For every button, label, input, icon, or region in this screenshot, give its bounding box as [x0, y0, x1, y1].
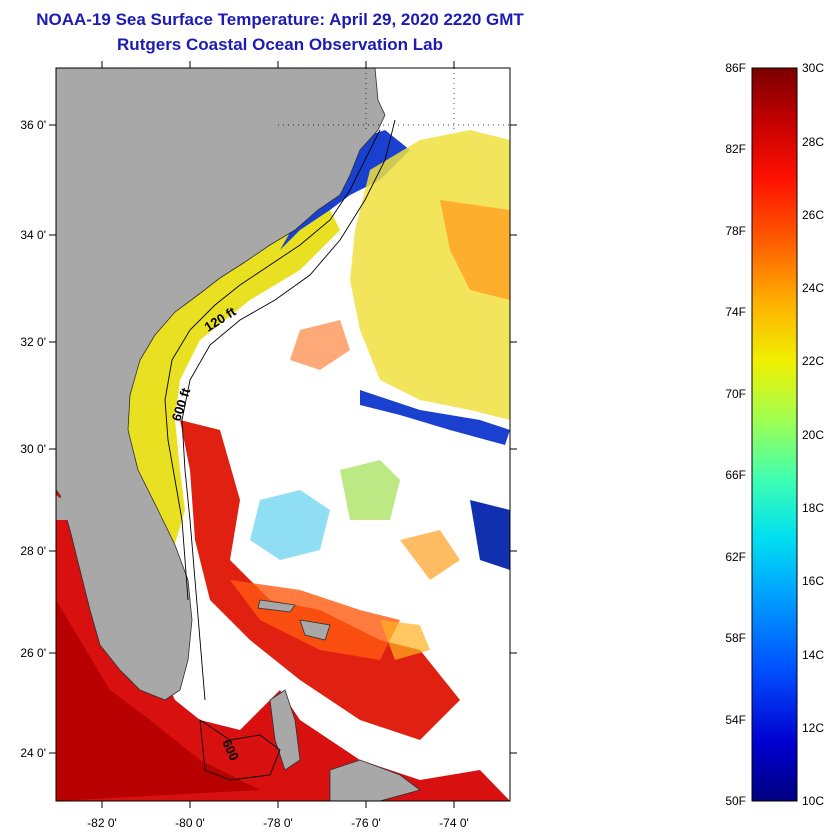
colorbar-f-82: 82F: [725, 142, 746, 156]
isobath-120ft: [164, 129, 381, 601]
map-frame: [55, 67, 511, 802]
colorbar-f-62: 62F: [725, 550, 746, 564]
lon-label-76: -76 0': [351, 816, 381, 830]
colorbar-f-70: 70F: [725, 387, 746, 401]
colorbar-c-12: 12C: [802, 721, 824, 735]
map-title: NOAA-19 Sea Surface Temperature: April 2…: [36, 10, 524, 29]
colorbar: [751, 67, 798, 802]
grand-bahama: [257, 599, 296, 613]
lat-label-30: 30 0': [20, 442, 46, 456]
isobaths: [164, 119, 396, 781]
bahamas-andros: [269, 689, 301, 771]
offshore-north: [350, 130, 510, 420]
map-subtitle: Rutgers Coastal Ocean Observation Lab: [117, 35, 443, 54]
colorbar-f-50: 50F: [725, 794, 746, 808]
sst-field: [56, 130, 510, 801]
colorbar-c-16: 16C: [802, 574, 824, 588]
lat-label-28: 28 0': [20, 544, 46, 558]
graticule: [278, 68, 510, 130]
lon-label-78: -78 0': [263, 816, 293, 830]
colorbar-c-26: 26C: [802, 208, 824, 222]
colorbar-f-66: 66F: [725, 468, 746, 482]
lat-label-36: 36 0': [20, 118, 46, 132]
gulf-stream-warm: [180, 420, 460, 740]
colorbar-c-24: 24C: [802, 281, 824, 295]
cape-hatteras-cold: [280, 130, 410, 250]
shelf-water: [120, 210, 340, 560]
lon-label-80: -80 0': [175, 816, 205, 830]
lat-label-32: 32 0': [20, 335, 46, 349]
colorbar-f-86: 86F: [725, 61, 746, 75]
colorbar-c-28: 28C: [802, 135, 824, 149]
colorbar-c-22: 22C: [802, 354, 824, 368]
lat-label-24: 24 0': [20, 746, 46, 760]
land-masses: [56, 68, 421, 801]
warm-water-south: [56, 490, 510, 801]
colorbar-c-10: 10C: [802, 794, 824, 808]
colorbar-f-78: 78F: [725, 224, 746, 238]
colorbar-c-20: 20C: [802, 428, 824, 442]
colorbar-f-54: 54F: [725, 713, 746, 727]
lat-label-34: 34 0': [20, 228, 46, 242]
gulf-deep-warm: [56, 600, 260, 801]
bahamas-abaco: [299, 619, 331, 641]
cold-filament: [360, 390, 510, 445]
lon-label-74: -74 0': [439, 816, 469, 830]
map-ticks: [49, 61, 517, 808]
colorbar-c-18: 18C: [802, 501, 824, 515]
us-southeast-land: [56, 68, 386, 701]
colorbar-c-14: 14C: [802, 648, 824, 662]
colorbar-f-74: 74F: [725, 305, 746, 319]
colorbar-c-30: 30C: [802, 61, 824, 75]
isobath-600ft: [181, 119, 396, 701]
lon-label-82: -82 0': [87, 816, 117, 830]
lat-label-26: 26 0': [20, 646, 46, 660]
colorbar-f-58: 58F: [725, 631, 746, 645]
cuba-land: [329, 759, 421, 801]
